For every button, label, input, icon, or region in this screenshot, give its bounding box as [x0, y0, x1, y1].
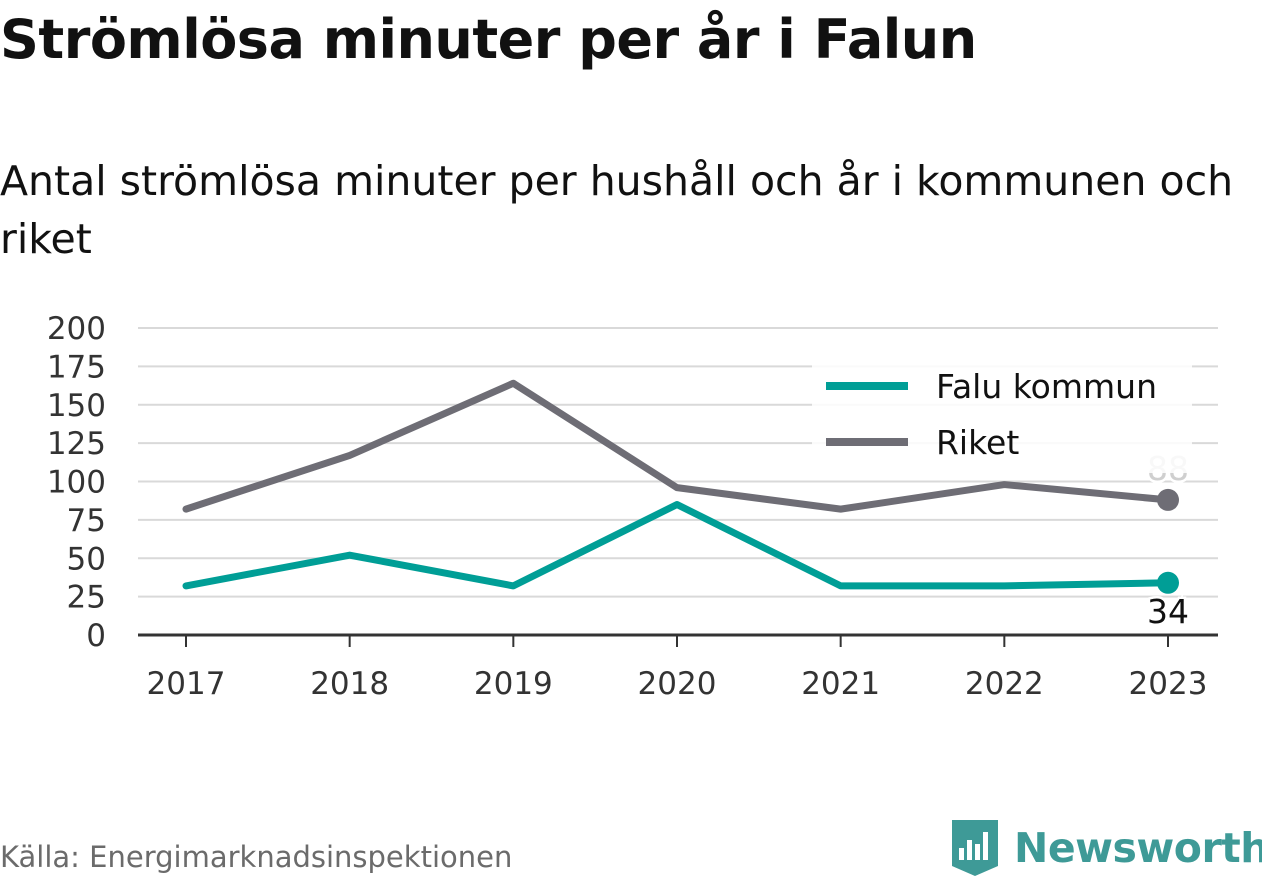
y-tick-label: 50 [67, 541, 106, 577]
legend: Falu kommun Riket [812, 355, 1192, 473]
series-line-falu-kommun [182, 501, 1172, 590]
y-tick-label: 0 [86, 618, 106, 654]
x-tick-label: 2020 [638, 666, 717, 702]
x-tick-label: 2023 [1129, 666, 1208, 702]
chart-title: Strömlösa minuter per år i Falun [0, 8, 977, 71]
source-note: Källa: Energimarknadsinspektionen [0, 840, 513, 874]
y-tick-label: 100 [47, 465, 106, 501]
series-end-point [1157, 488, 1179, 511]
y-tick-label: 200 [47, 311, 106, 347]
bar-chart-badge-icon [952, 820, 998, 876]
data-label: 34 [1147, 592, 1189, 631]
legend-label: Riket [936, 423, 1019, 462]
y-tick-label: 125 [47, 426, 106, 462]
y-tick-label: 175 [47, 349, 106, 385]
x-tick-label: 2019 [474, 666, 553, 702]
x-tick-label: 2017 [147, 666, 226, 702]
legend-label: Falu kommun [936, 367, 1157, 406]
legend-background [812, 355, 1192, 473]
y-tick-label: 25 [67, 580, 106, 616]
x-tick-label: 2021 [801, 666, 880, 702]
brand-name: Newsworthy [1014, 824, 1262, 872]
chart-subtitle: Antal strömlösa minuter per hushåll och … [0, 157, 1234, 263]
series-line-riket [182, 379, 1172, 513]
y-tick-label: 150 [47, 388, 106, 424]
series-end-point [1157, 571, 1179, 594]
x-axis-ticks: 2017 2018 2019 2020 2021 2022 2023 [147, 635, 1208, 702]
y-tick-label: 75 [67, 503, 106, 539]
x-tick-label: 2018 [310, 666, 389, 702]
x-tick-label: 2022 [965, 666, 1044, 702]
brand-logo: Newsworthy [950, 818, 1262, 878]
